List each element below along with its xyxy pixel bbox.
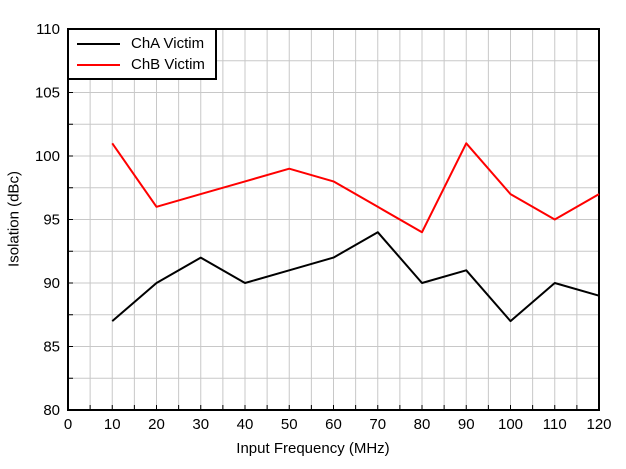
legend-label-cha: ChA Victim <box>131 35 205 52</box>
x-tick-label: 0 <box>64 416 72 433</box>
plot-border <box>67 28 600 411</box>
y-tick-label: 100 <box>35 148 60 165</box>
y-tick-label: 110 <box>36 21 60 38</box>
y-tick-label: 95 <box>43 212 60 229</box>
x-tick-label: 70 <box>369 416 386 433</box>
series-line-cha-victim <box>111 231 600 323</box>
x-axis-title: Input Frequency (MHz) <box>236 440 390 457</box>
series-line-chb-victim <box>111 142 600 234</box>
x-tick-label: 110 <box>543 416 567 433</box>
x-tick-label: 120 <box>586 416 611 433</box>
x-tick-label: 50 <box>281 416 298 433</box>
legend-item-chb-victim: ChB Victim <box>69 55 215 74</box>
legend: ChA Victim ChB Victim <box>67 28 217 80</box>
x-tick-label: 40 <box>237 416 254 433</box>
y-tick-label: 80 <box>43 402 60 419</box>
legend-label-chb: ChB Victim <box>131 56 205 73</box>
y-tick-label: 85 <box>43 339 60 356</box>
x-tick-label: 20 <box>148 416 165 433</box>
legend-item-cha-victim: ChA Victim <box>69 34 215 53</box>
x-tick-label: 60 <box>325 416 342 433</box>
cha-line-swatch-icon <box>77 42 120 45</box>
x-tick-label: 30 <box>192 416 209 433</box>
y-tick-label: 90 <box>43 275 60 292</box>
chb-line-swatch-icon <box>77 63 120 66</box>
x-tick-label: 100 <box>498 416 523 433</box>
x-tick-label: 10 <box>104 416 121 433</box>
x-tick-label: 90 <box>458 416 475 433</box>
y-tick-label: 105 <box>35 85 60 102</box>
y-axis-title: Isolation (dBc) <box>5 171 23 267</box>
x-tick-label: 80 <box>414 416 431 433</box>
